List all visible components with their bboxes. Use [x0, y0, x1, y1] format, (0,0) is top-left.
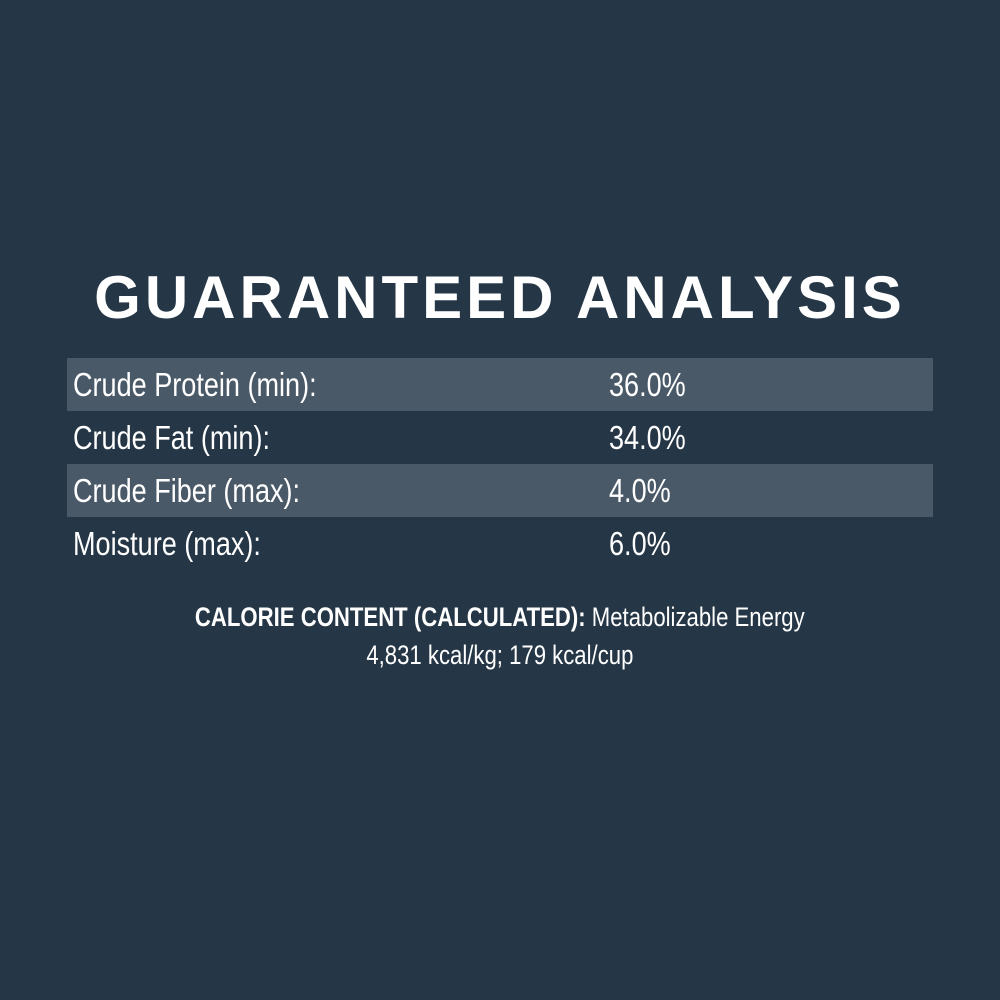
row-value: 34.0% [609, 419, 686, 456]
row-value: 36.0% [609, 366, 686, 403]
calorie-content: CALORIE CONTENT (CALCULATED): Metaboliza… [0, 598, 1000, 674]
table-row: Crude Fat (min): 34.0% [67, 411, 933, 464]
row-label: Crude Protein (min): [73, 366, 317, 403]
analysis-table: Crude Protein (min): 36.0% Crude Fat (mi… [67, 358, 933, 570]
row-label: Crude Fat (min): [73, 419, 270, 456]
calorie-heading: CALORIE CONTENT (CALCULATED): [195, 602, 586, 632]
row-label: Moisture (max): [73, 525, 261, 562]
table-row: Crude Protein (min): 36.0% [67, 358, 933, 411]
calorie-line1: Metabolizable Energy [591, 602, 805, 632]
table-row: Moisture (max): 6.0% [67, 517, 933, 570]
calorie-line2: 4,831 kcal/kg; 179 kcal/cup [366, 640, 634, 670]
row-value: 6.0% [609, 525, 671, 562]
row-value: 4.0% [609, 472, 671, 509]
row-label: Crude Fiber (max): [73, 472, 301, 509]
table-row: Crude Fiber (max): 4.0% [67, 464, 933, 517]
page-title: GUARANTEED ANALYSIS [94, 264, 906, 331]
